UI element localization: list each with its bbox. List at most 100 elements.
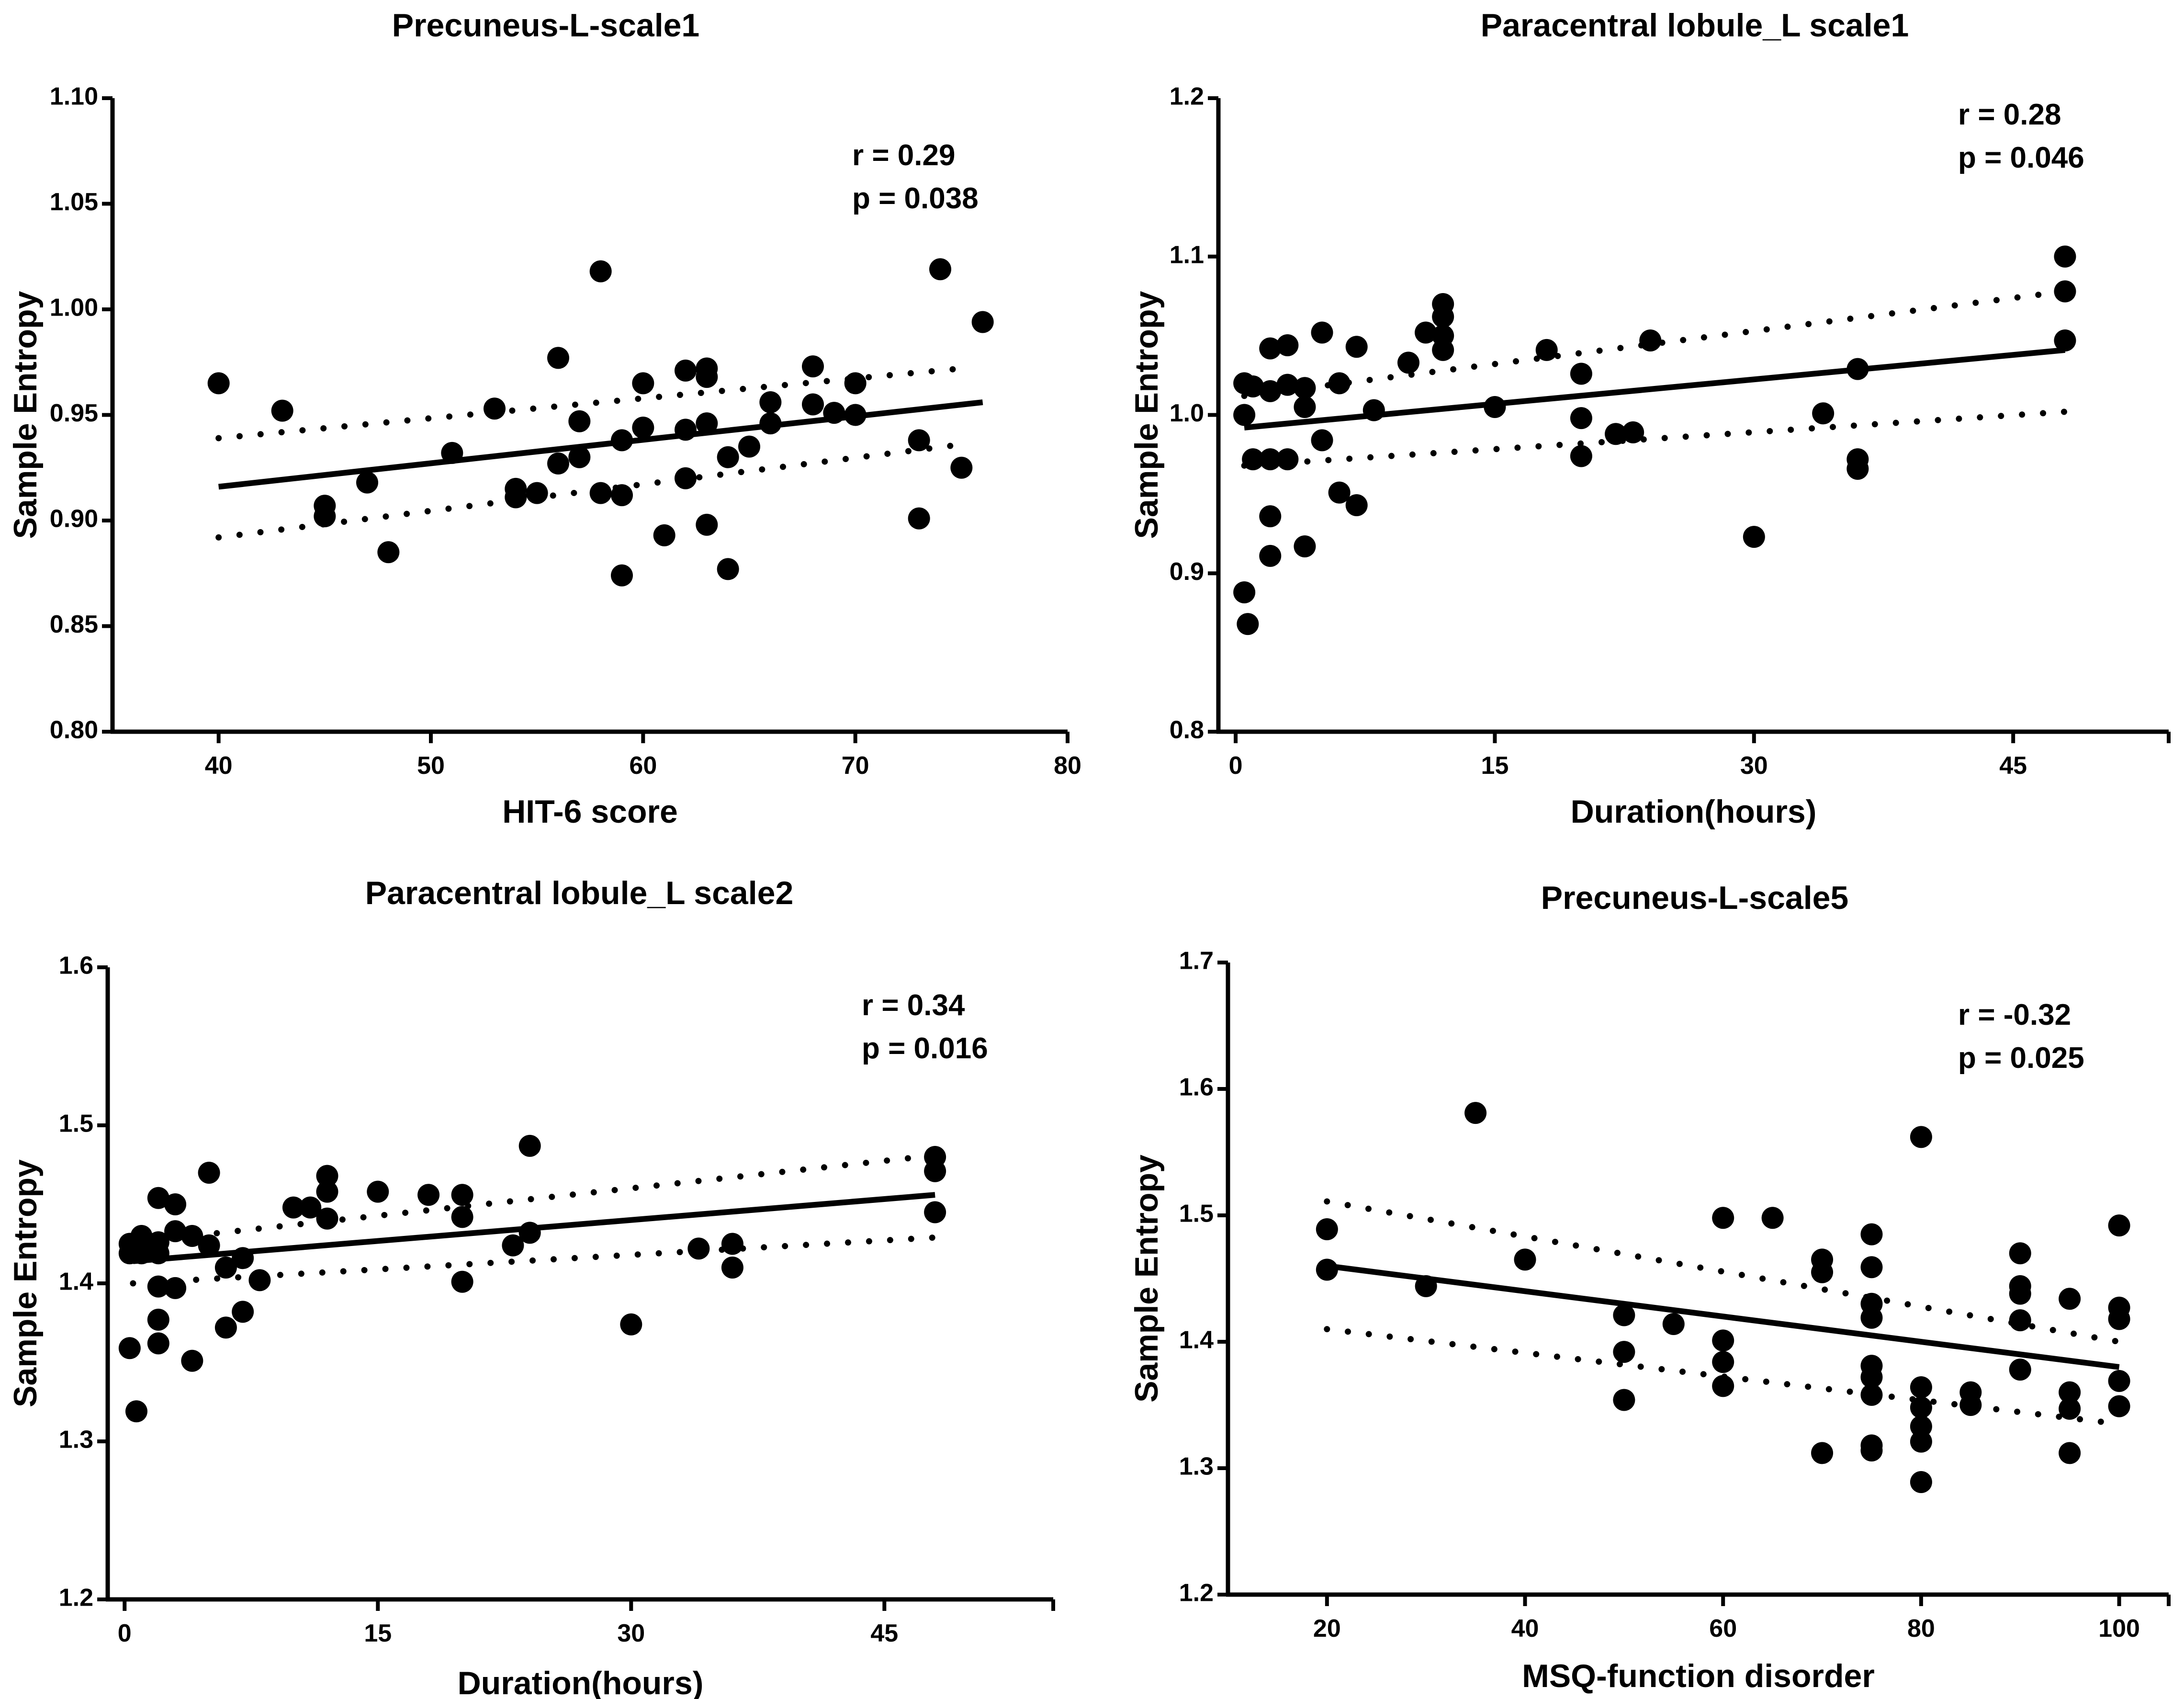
- chart-2-point: [1812, 402, 1835, 425]
- chart-3-x-tick-label: 15: [364, 1620, 392, 1647]
- chart-2-point: [1743, 526, 1765, 548]
- chart-3-point: [451, 1206, 473, 1228]
- chart-1-y-tick-label: 1.10: [50, 83, 98, 111]
- chart-3-y-label: Sample Entropy: [7, 1159, 44, 1407]
- chart-4-point: [1712, 1329, 1734, 1352]
- chart-2-point: [1259, 544, 1282, 567]
- chart-4-point: [1662, 1313, 1685, 1336]
- chart-2-point: [1432, 306, 1454, 328]
- chart-4-x-tick-label: 40: [1511, 1615, 1539, 1642]
- chart-3-point: [130, 1242, 153, 1265]
- chart-1-point: [271, 399, 293, 422]
- chart-2-x-tick-label: 0: [1229, 752, 1243, 780]
- chart-2-point: [1570, 362, 1592, 385]
- chart-4-point: [1761, 1207, 1784, 1229]
- chart-4-point: [1316, 1258, 1338, 1281]
- chart-1-point: [207, 372, 230, 395]
- chart-2-point: [1570, 407, 1592, 430]
- chart-1-point: [717, 558, 739, 580]
- chart-2-r-value: r = 0.28: [1958, 98, 2061, 131]
- chart-1-point: [971, 311, 994, 333]
- chart-3-x-tick-label: 0: [118, 1620, 132, 1647]
- chart-2-point: [1328, 481, 1351, 504]
- chart-4-point: [1811, 1261, 1834, 1283]
- chart-2-point: [1242, 448, 1264, 471]
- chart-1-point: [844, 404, 867, 426]
- chart-3-point: [147, 1275, 169, 1298]
- chart-2-point: [1311, 429, 1333, 452]
- chart-1-point: [653, 524, 675, 546]
- chart-1-x-tick-label: 60: [629, 752, 657, 780]
- chart-2-point: [1276, 334, 1299, 356]
- chart-1-point: [908, 507, 930, 530]
- chart-2-point: [1345, 336, 1368, 358]
- chart-1-point: [568, 446, 591, 468]
- chart-4-point: [1712, 1375, 1734, 1397]
- chart-4-r-value: r = -0.32: [1958, 998, 2071, 1031]
- chart-1-point: [611, 429, 633, 452]
- chart-1-y-tick-label: 1.00: [50, 294, 98, 322]
- chart-2-point: [1484, 396, 1506, 418]
- chart-2-y-tick-label: 1.2: [1170, 83, 1204, 111]
- chart-1-x-tick-label: 40: [205, 752, 233, 780]
- chart-3-ci-upper: [130, 1152, 938, 1246]
- chart-4-point: [2108, 1308, 2130, 1330]
- chart-4-point: [1613, 1341, 1635, 1363]
- chart-3-point: [164, 1220, 187, 1243]
- chart-3-y-tick-label: 1.6: [59, 952, 93, 980]
- chart-4-x-label: MSQ-function disorder: [1522, 1658, 1875, 1694]
- chart-1-point: [589, 482, 612, 504]
- chart-2-point: [1276, 448, 1299, 471]
- chart-3-point: [147, 1332, 169, 1355]
- chart-2-y-tick-label: 0.8: [1170, 716, 1204, 744]
- chart-3-point: [316, 1165, 338, 1187]
- chart-4-point: [1860, 1383, 1883, 1406]
- chart-1-y-tick-label: 0.90: [50, 505, 98, 533]
- chart-3-point: [130, 1225, 153, 1247]
- chart-1-x-tick-label: 50: [417, 752, 445, 780]
- chart-4-x-tick-label: 80: [1907, 1615, 1935, 1642]
- chart-3-x-tick-label: 30: [617, 1620, 645, 1647]
- chart-4-x-tick-label: 20: [1313, 1615, 1341, 1642]
- chart-2-x-tick-label: 30: [1740, 752, 1768, 780]
- chart-4-y-tick-label: 1.3: [1179, 1453, 1214, 1481]
- chart-2-y-tick-label: 1.0: [1170, 399, 1204, 427]
- chart-4-point: [1860, 1223, 1883, 1246]
- chart-1-point: [611, 484, 633, 507]
- chart-3-point: [118, 1337, 141, 1359]
- chart-4-point: [1860, 1439, 1883, 1462]
- chart-4-point: [2059, 1381, 2081, 1404]
- chart-2-point: [1432, 339, 1454, 361]
- chart-3-point: [518, 1222, 541, 1244]
- chart-3-point: [214, 1257, 237, 1279]
- chart-4-point: [1415, 1275, 1437, 1297]
- chart-4-y-tick-label: 1.4: [1179, 1326, 1214, 1354]
- chart-4-point: [1959, 1394, 1982, 1416]
- chart-2-point: [1622, 421, 1644, 443]
- chart-1-point: [611, 564, 633, 587]
- chart-2-point: [1535, 339, 1558, 361]
- chart-2-point: [1570, 445, 1592, 467]
- chart-3-y-tick-label: 1.2: [59, 1584, 93, 1612]
- chart-2-point: [1259, 380, 1282, 402]
- chart-3-point: [451, 1270, 473, 1293]
- chart-3-point: [316, 1180, 338, 1203]
- chart-2-point: [1294, 377, 1316, 399]
- chart-2-x-tick-label: 15: [1481, 752, 1509, 780]
- chart-4-x-tick-label: 100: [2098, 1615, 2140, 1642]
- chart-3-point: [316, 1207, 338, 1230]
- chart-3-point: [721, 1257, 743, 1279]
- chart-3-y-tick-label: 1.3: [59, 1426, 93, 1454]
- chart-2-point: [1294, 535, 1316, 558]
- chart-1-point: [526, 482, 548, 504]
- chart-3-point: [198, 1234, 220, 1257]
- chart-4-y-tick-label: 1.7: [1179, 947, 1214, 975]
- chart-3-point: [518, 1134, 541, 1157]
- chart-2-point: [1639, 329, 1662, 352]
- chart-3-r-value: r = 0.34: [862, 989, 965, 1022]
- chart-4-ci-upper: [1324, 1198, 2123, 1345]
- chart-3-ci-lower: [130, 1234, 938, 1287]
- chart-1-ci-upper: [215, 365, 965, 442]
- chart-4-point: [1316, 1218, 1338, 1241]
